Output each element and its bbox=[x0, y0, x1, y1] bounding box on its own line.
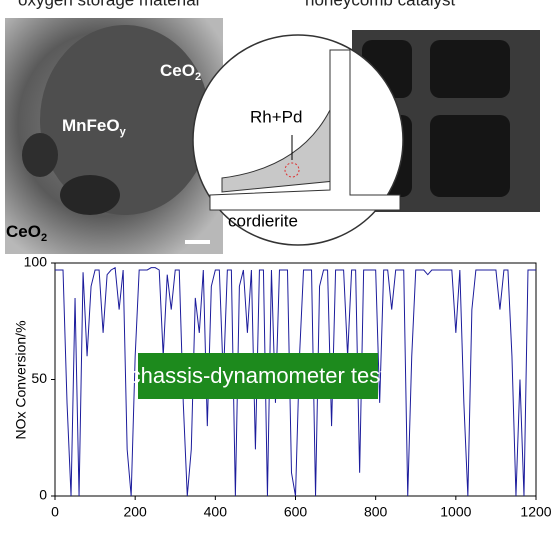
y-tick-label: 100 bbox=[24, 254, 48, 270]
wall bbox=[209, 49, 401, 211]
annotation: chassis-dynamometer test bbox=[130, 363, 387, 388]
tem-label: CeO2 bbox=[160, 61, 201, 82]
diagram-label: Rh+Pd bbox=[250, 107, 302, 126]
caption: oxygen storage material bbox=[18, 0, 199, 9]
tem-label: CeO2 bbox=[6, 222, 47, 243]
particle bbox=[60, 175, 120, 215]
scale-bar bbox=[185, 240, 210, 244]
x-tick-label: 200 bbox=[123, 504, 147, 520]
y-axis-label: NOx Conversion/% bbox=[13, 320, 29, 439]
x-tick-label: 1000 bbox=[440, 504, 471, 520]
x-tick-label: 1200 bbox=[520, 504, 551, 520]
x-tick-label: 400 bbox=[204, 504, 228, 520]
y-tick-label: 50 bbox=[31, 370, 47, 386]
annotation-box bbox=[138, 353, 378, 399]
line bbox=[55, 266, 536, 497]
x-tick-label: 600 bbox=[284, 504, 308, 520]
particle bbox=[22, 133, 58, 177]
particle bbox=[40, 25, 210, 215]
caption: honeycomb catalyst bbox=[305, 0, 456, 9]
highlight bbox=[284, 162, 300, 178]
x-tick-label: 800 bbox=[364, 504, 388, 520]
zoom-circle bbox=[192, 34, 404, 246]
tem-label: MnFeOy bbox=[62, 116, 127, 137]
diagram-label: cordierite bbox=[228, 211, 298, 230]
x-tick-label: 0 bbox=[51, 504, 59, 520]
y-tick-label: 0 bbox=[39, 487, 47, 503]
